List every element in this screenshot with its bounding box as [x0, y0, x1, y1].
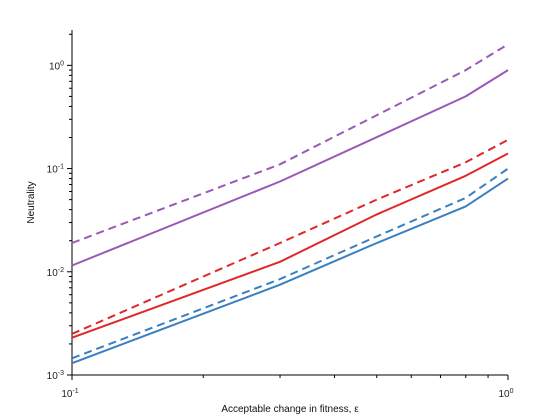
x-tick-label: 10-1 — [61, 388, 78, 400]
y-tick-label: 10-3 — [47, 370, 64, 382]
y-tick-label: 100 — [49, 60, 64, 72]
series-line-2 — [71, 69, 509, 267]
series-line-1 — [71, 43, 509, 244]
series-line-4 — [71, 152, 509, 339]
y-tick-label: 10-1 — [47, 164, 64, 176]
series-line-3 — [71, 138, 509, 335]
y-tick-label: 10-2 — [47, 267, 64, 279]
x-tick-label: 100 — [498, 388, 513, 400]
series-line-5 — [71, 167, 509, 360]
y-axis-label: Neutrality — [26, 181, 37, 223]
x-axis-label: Acceptable change in fitness, ε — [221, 404, 359, 415]
series-line-6 — [71, 177, 509, 365]
